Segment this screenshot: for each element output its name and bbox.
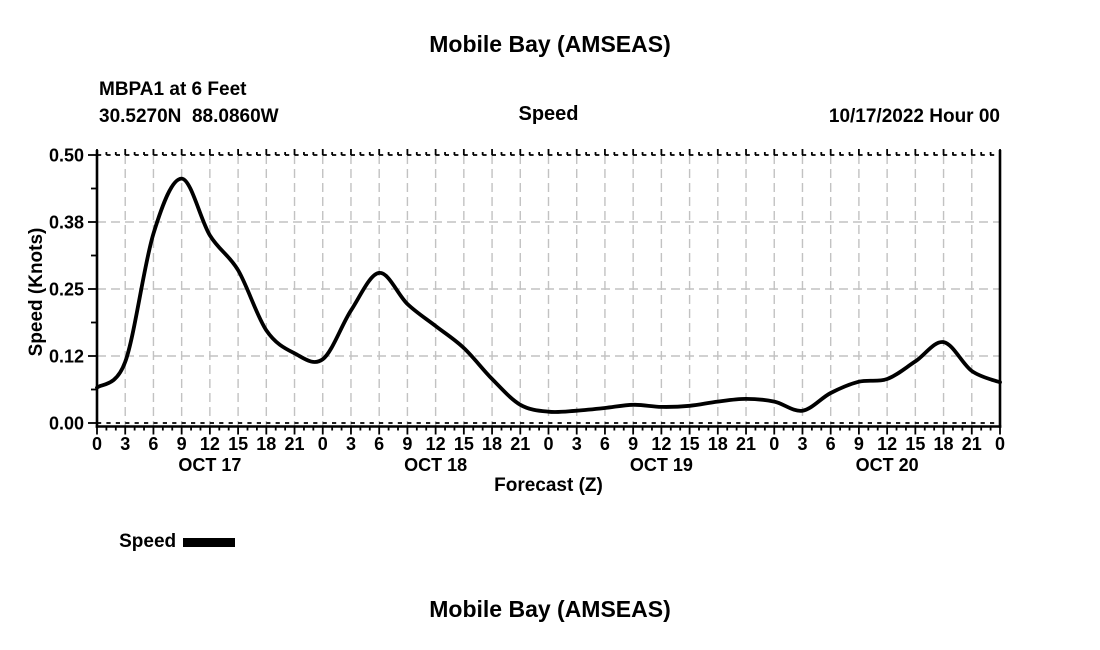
x-tick-label: 9 (177, 434, 187, 454)
day-label: OCT 17 (178, 455, 241, 475)
x-tick-label: 0 (543, 434, 553, 454)
x-tick-label: 21 (962, 434, 982, 454)
y-tick-label: 0.12 (49, 347, 84, 367)
x-tick-label: 12 (426, 434, 446, 454)
x-tick-label: 9 (854, 434, 864, 454)
day-label: OCT 18 (404, 455, 467, 475)
day-label: OCT 19 (630, 455, 693, 475)
x-tick-label: 12 (877, 434, 897, 454)
y-tick-label: 0.00 (49, 414, 84, 434)
x-tick-label: 21 (285, 434, 305, 454)
x-tick-label: 9 (402, 434, 412, 454)
x-axis-title: Forecast (Z) (494, 475, 603, 496)
x-tick-label: 18 (934, 434, 954, 454)
model-run-time-label: 10/17/2022 Hour 00 (828, 106, 1000, 127)
x-tick-label: 0 (995, 434, 1005, 454)
x-tick-label: 3 (120, 434, 130, 454)
legend-line-swatch (183, 538, 236, 547)
x-tick-label: 12 (651, 434, 671, 454)
y-tick-label: 0.38 (49, 213, 84, 233)
x-tick-label: 6 (148, 434, 158, 454)
y-tick-label: 0.50 (49, 146, 84, 166)
x-tick-label: 0 (318, 434, 328, 454)
legend: Speed (98, 509, 236, 575)
x-tick-label: 21 (510, 434, 530, 454)
x-tick-label: 12 (200, 434, 220, 454)
x-tick-label: 6 (600, 434, 610, 454)
x-tick-label: 3 (797, 434, 807, 454)
station-label: MBPA1 at 6 Feet (99, 79, 247, 100)
speed-curve (95, 176, 1002, 414)
plot-subtitle: Speed (518, 103, 579, 125)
x-tick-label: 6 (374, 434, 384, 454)
x-tick-label: 21 (736, 434, 756, 454)
coordinates-label: 30.5270N 88.0860W (99, 106, 279, 127)
x-tick-label: 15 (228, 434, 248, 454)
x-tick-label: 18 (708, 434, 728, 454)
x-tick-label: 3 (346, 434, 356, 454)
x-tick-label: 18 (256, 434, 276, 454)
x-tick-label: 6 (826, 434, 836, 454)
x-tick-label: 9 (628, 434, 638, 454)
legend-label: Speed (119, 531, 177, 552)
x-tick-label: 0 (92, 434, 102, 454)
x-tick-label: 18 (482, 434, 502, 454)
y-tick-label: 0.25 (49, 280, 84, 300)
day-label: OCT 20 (856, 455, 919, 475)
x-tick-label: 15 (680, 434, 700, 454)
x-tick-label: 15 (905, 434, 925, 454)
x-tick-label: 15 (454, 434, 474, 454)
next-page-title: Mobile Bay (AMSEAS) (429, 596, 671, 622)
x-tick-label: 0 (769, 434, 779, 454)
page-title: Mobile Bay (AMSEAS) (429, 31, 671, 57)
x-tick-label: 3 (572, 434, 582, 454)
